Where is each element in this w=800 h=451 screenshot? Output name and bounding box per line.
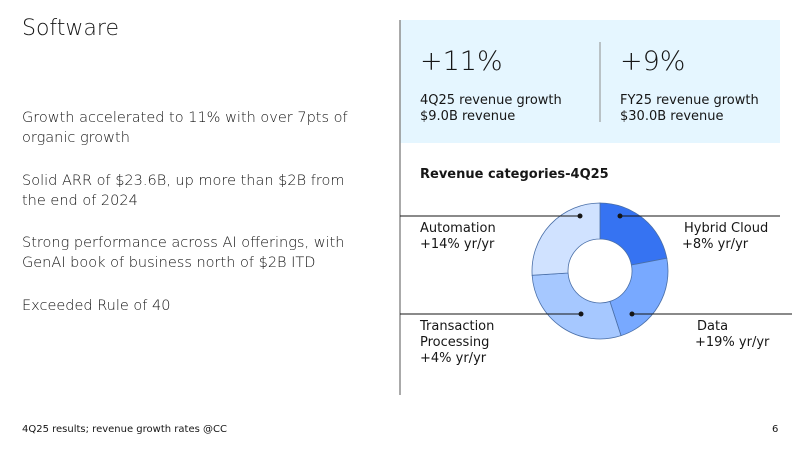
leader-dot bbox=[617, 213, 623, 219]
kpi-label: 4Q25 revenue growth bbox=[420, 93, 562, 108]
kpi-label: FY25 revenue growth bbox=[620, 93, 759, 108]
category-label: Hybrid Cloud bbox=[684, 221, 769, 236]
leader-dot bbox=[577, 213, 583, 219]
bullet: Growth accelerated to 11% with over 7pts… bbox=[22, 110, 348, 146]
donut-segment bbox=[531, 202, 601, 276]
leader-dots bbox=[577, 213, 635, 317]
kpi-value: +9% bbox=[620, 46, 686, 77]
bullet: Strong performance across AI offerings, … bbox=[22, 235, 345, 271]
kpi-detail: $30.0B revenue bbox=[620, 109, 724, 124]
bullet: Solid ARR of $23.6B, up more than $2B fr… bbox=[22, 173, 345, 209]
donut bbox=[531, 202, 669, 340]
footnote: 4Q25 results; revenue growth rates @CC bbox=[22, 424, 227, 435]
kpi-detail: $9.0B revenue bbox=[420, 109, 516, 124]
kpi-box bbox=[400, 20, 780, 143]
category-label: Automation bbox=[420, 221, 496, 236]
growth-label: +4% yr/yr bbox=[420, 351, 487, 366]
donut-segment bbox=[531, 272, 622, 340]
bullet: Exceeded Rule of 40 bbox=[22, 298, 171, 314]
title: Software bbox=[22, 16, 119, 41]
kpi-value: +11% bbox=[420, 46, 503, 77]
category-label: Data bbox=[697, 319, 729, 334]
donut-segment bbox=[609, 257, 669, 337]
donut-segment bbox=[599, 202, 668, 266]
leader-dot bbox=[578, 311, 584, 317]
chart-title: Revenue categories-4Q25 bbox=[420, 167, 609, 182]
growth-label: +14% yr/yr bbox=[420, 237, 495, 252]
growth-label: +8% yr/yr bbox=[682, 237, 749, 252]
category-label: Transaction Processing bbox=[420, 319, 495, 350]
leader-dot bbox=[629, 311, 635, 317]
growth-label: +19% yr/yr bbox=[695, 335, 770, 350]
leader-lines bbox=[400, 215, 792, 315]
page-number: 6 bbox=[772, 424, 779, 435]
